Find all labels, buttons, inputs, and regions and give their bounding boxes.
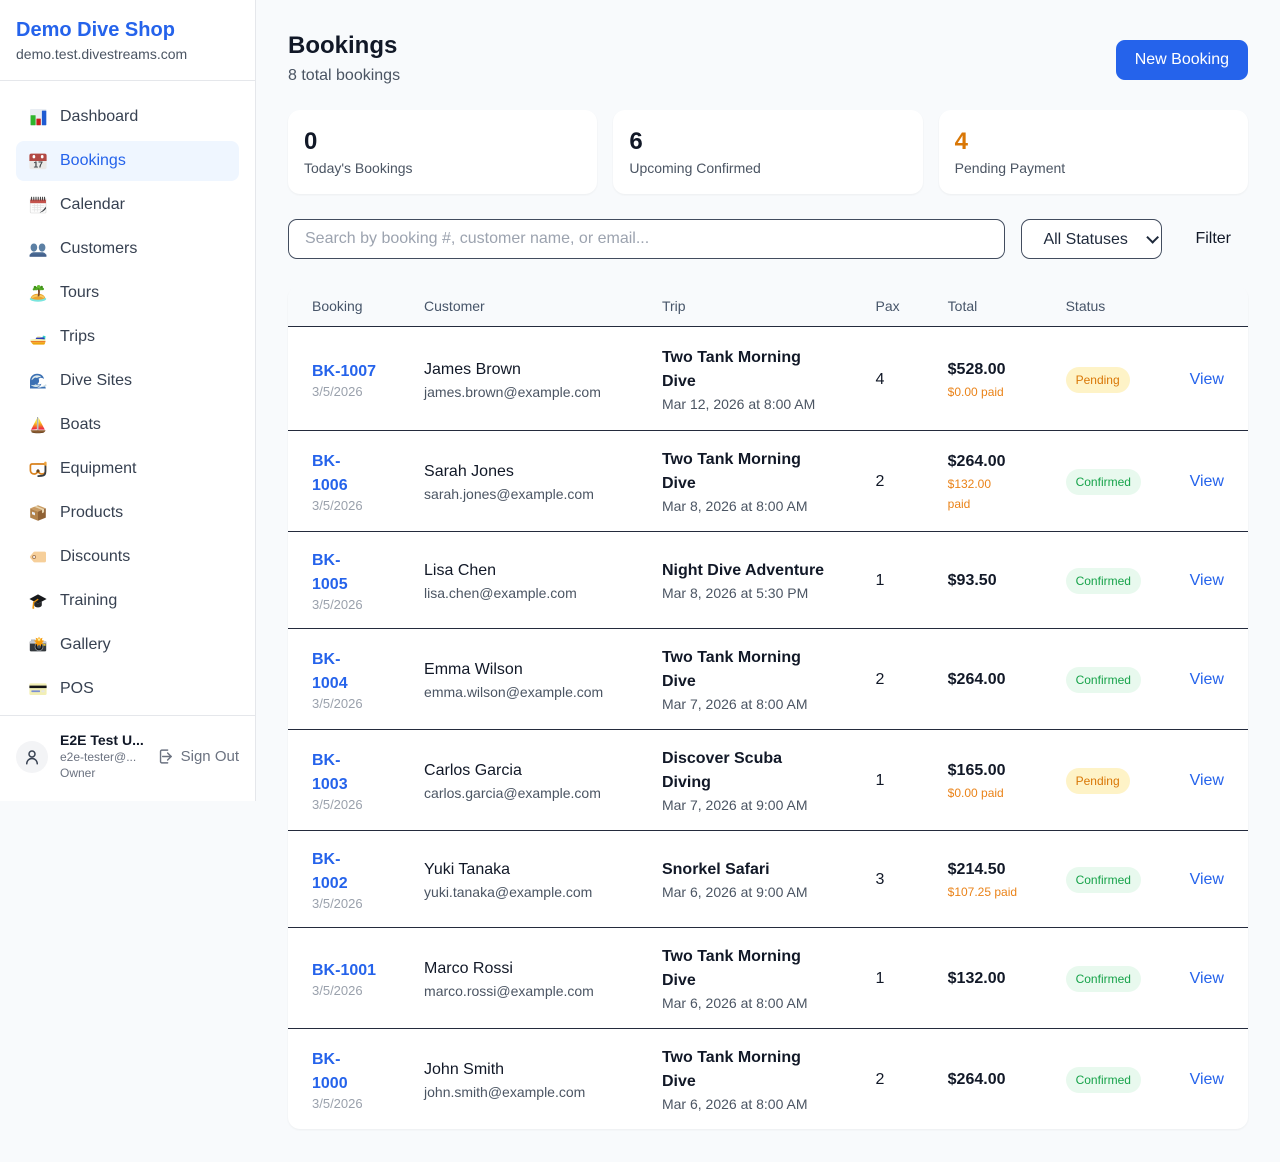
svg-text:17: 17 [33,160,43,170]
